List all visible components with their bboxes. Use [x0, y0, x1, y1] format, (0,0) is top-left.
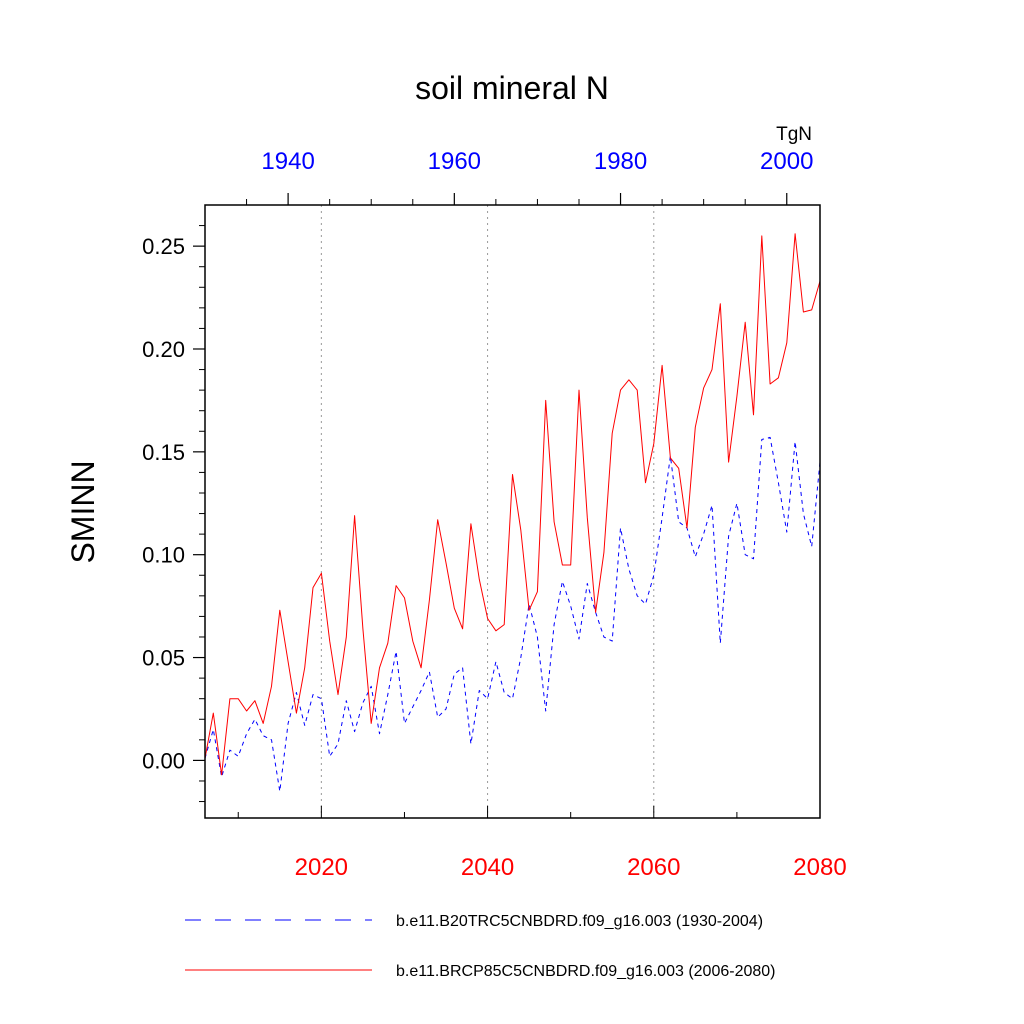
y-axis-label: SMINN: [65, 460, 101, 563]
top-tick-label: 1960: [428, 148, 481, 175]
series-line-projection: [204, 233, 821, 776]
y-tick-label: 0.20: [142, 337, 185, 362]
bottom-tick-label: 2040: [461, 854, 514, 881]
y-tick-label: 0.25: [142, 234, 185, 259]
series-layer: [204, 233, 821, 792]
top-tick-label: 1940: [261, 148, 314, 175]
y-tick-label: 0.10: [142, 543, 185, 568]
legend-label: b.e11.B20TRC5CNBDRD.f09_g16.003 (1930-20…: [396, 913, 763, 930]
top-tick-label: 2000: [760, 148, 813, 175]
legend-label: b.e11.BRCP85C5CNBDRD.f09_g16.003 (2006-2…: [396, 963, 775, 980]
bottom-tick-label: 2080: [793, 854, 846, 881]
units-label: TgN: [776, 124, 812, 145]
series-line-historical: [204, 436, 821, 792]
legend: b.e11.B20TRC5CNBDRD.f09_g16.003 (1930-20…: [185, 913, 775, 980]
y-tick-label: 0.05: [142, 646, 185, 671]
bottom-tick-label: 2060: [627, 854, 680, 881]
axes-layer: 0.00 0.05 0.10 0.15 0.20 0.25 2020 2040 2060 2080…: [142, 148, 847, 881]
y-tick-label: 0.15: [142, 440, 185, 465]
grid-lines: [320, 205, 655, 818]
bottom-tick-label: 2020: [295, 854, 348, 881]
plot-frame: [204, 204, 821, 819]
y-tick-label: 0.00: [142, 748, 185, 773]
top-tick-label: 1980: [594, 148, 647, 175]
chart-title: soil mineral N: [415, 70, 609, 106]
